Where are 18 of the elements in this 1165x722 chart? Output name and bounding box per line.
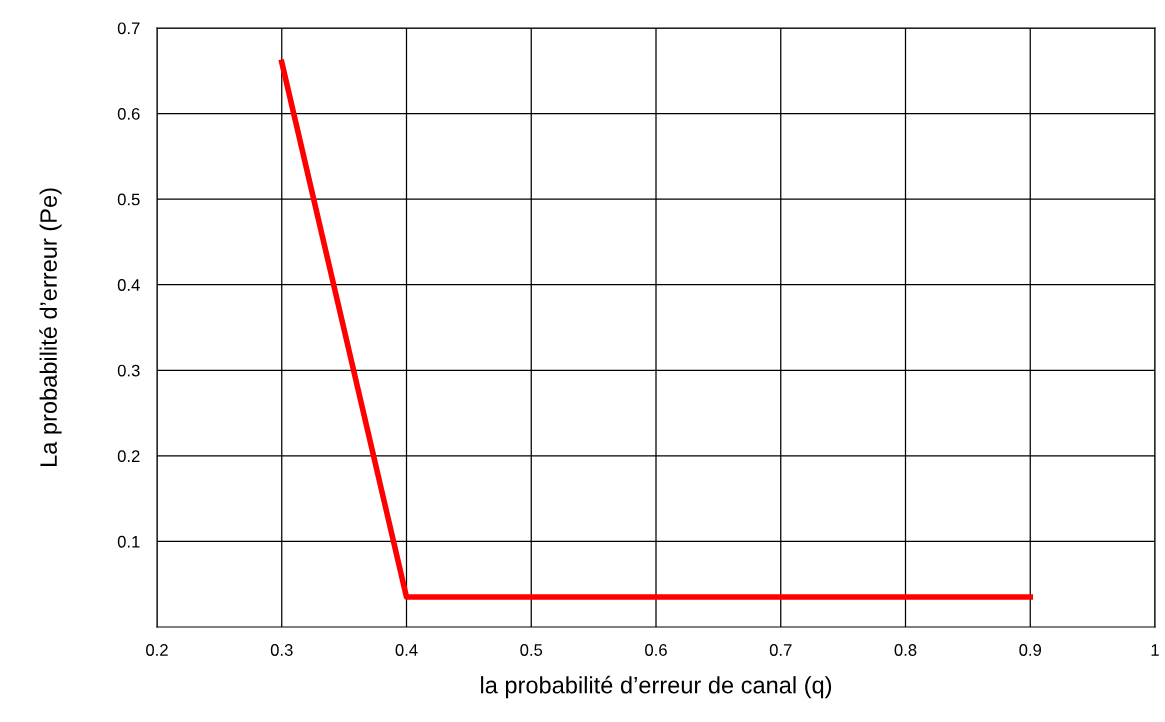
y-tick-label: 0.4 bbox=[117, 279, 140, 291]
y-tick-label: 0.3 bbox=[117, 364, 140, 377]
y-tick-label: 0.2 bbox=[117, 450, 140, 463]
x-tick-label: 0.7 bbox=[769, 644, 792, 656]
x-tick-label: 0.8 bbox=[894, 644, 917, 656]
x-tick-label: 0.9 bbox=[1019, 644, 1042, 656]
x-tick-label: 0.2 bbox=[146, 644, 168, 656]
x-tick-label: 0.3 bbox=[270, 644, 293, 656]
x-tick-label: 0.6 bbox=[645, 644, 667, 656]
x-axis-title: la probabilité d’erreur de canal (q) bbox=[481, 675, 832, 699]
y-tick-label: 0.1 bbox=[117, 535, 140, 548]
x-tick-label: 0.5 bbox=[520, 644, 543, 656]
y-tick-label: 0.5 bbox=[117, 193, 140, 206]
x-tick-label: 0.4 bbox=[395, 644, 418, 656]
y-tick-label: 0.7 bbox=[117, 22, 140, 35]
y-tick-label: 0.6 bbox=[117, 107, 140, 120]
y-axis-title: La probabilité d’erreur (Pe) bbox=[39, 188, 62, 466]
x-tick-label: 1 bbox=[1151, 644, 1159, 656]
